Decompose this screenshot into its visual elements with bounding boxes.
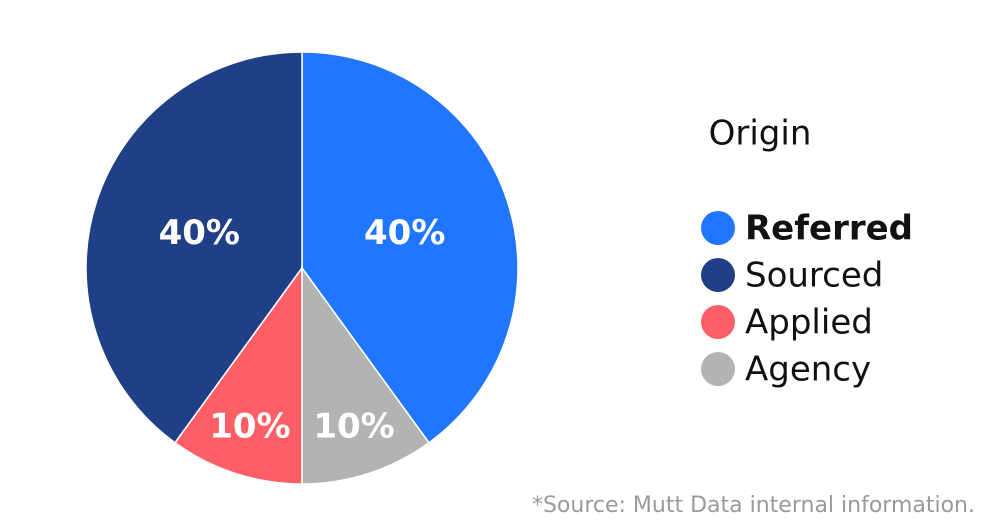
pie-slice [173,265,303,485]
legend-swatch [701,258,735,292]
legend-swatch [701,305,735,339]
legend-label: Referred [745,209,913,249]
legend-label: Sourced [745,256,883,296]
pie-slice [301,51,519,444]
legend-label: Applied [745,303,873,343]
source-note: *Source: Mutt Data internal information. [532,493,975,518]
legend-swatch [701,352,735,386]
legend-title: Origin [709,114,812,154]
legend-swatch [701,211,735,245]
pie-slice [85,51,303,444]
slice-label: 10% [209,407,290,447]
pie-slice [301,265,431,485]
slice-label: 10% [313,407,394,447]
legend-label: Agency [745,350,871,390]
slice-label: 40% [364,213,445,253]
slice-label: 40% [159,213,240,253]
